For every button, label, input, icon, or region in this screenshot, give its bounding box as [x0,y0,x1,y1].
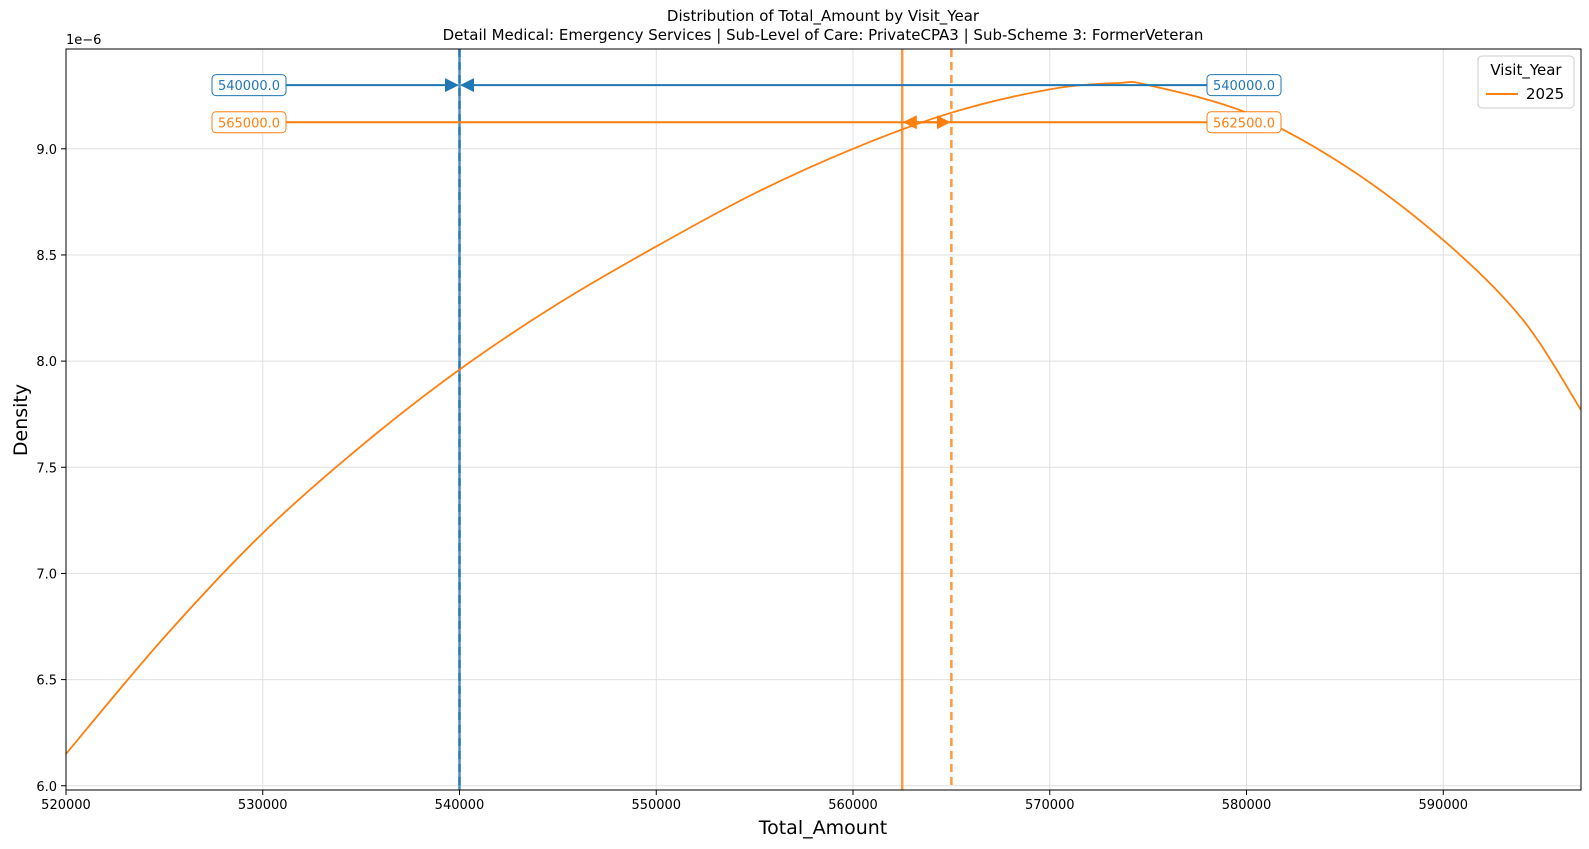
y-tick-label: 6.5 [36,674,57,689]
y-scale-label: 1e−6 [66,33,101,48]
x-tick-label: 540000 [435,798,485,813]
legend-title: Visit_Year [1490,61,1562,80]
x-tick-label: 560000 [828,798,878,813]
y-tick-label: 8.0 [36,355,57,370]
y-tick-label: 8.5 [36,249,57,264]
x-axis-ticks: 520000 530000 540000 550000 560000 570000 5800… [41,790,1468,813]
annotation-label-left: 565000.0 [218,116,280,131]
legend: Visit_Year 2025 [1477,55,1575,109]
y-tick-label: 7.0 [36,567,57,582]
annotations: 540000.0 540000.0 565000.0 562500.0 [211,74,1282,134]
reference-lines [458,49,953,790]
chart-title: Distribution of Total_Amount by Visit_Ye… [667,7,980,26]
series-line-2025 [66,81,1581,755]
chart-subtitle: Detail Medical: Emergency Services | Sub… [443,26,1204,44]
series-lines [66,81,1581,755]
y-axis-label: Density [10,384,32,456]
annotation-box-right [1206,74,1282,97]
y-tick-label: 7.5 [36,461,57,476]
y-tick-label: 6.0 [36,780,57,795]
annotation-box-right [1206,111,1282,134]
x-tick-label: 520000 [41,798,91,813]
x-tick-label: 590000 [1418,798,1468,813]
x-tick-label: 550000 [631,798,681,813]
annotation-label-right: 540000.0 [1213,79,1275,94]
annotation-box-left [211,74,287,97]
x-axis-label: Total_Amount [758,817,888,839]
annotation-box-left [211,111,287,134]
annotation-label-left: 540000.0 [218,79,280,94]
plot-frame [65,48,1582,791]
y-axis-ticks: 6.0 6.5 7.0 7.5 8.0 8.5 9.0 [36,143,66,795]
x-tick-label: 570000 [1025,798,1075,813]
x-tick-label: 580000 [1222,798,1272,813]
x-tick-label: 530000 [238,798,288,813]
grid-lines [65,49,1581,790]
legend-entry-2025: 2025 [1526,85,1564,103]
annotation-label-right: 562500.0 [1213,116,1275,131]
y-tick-label: 9.0 [36,143,57,158]
